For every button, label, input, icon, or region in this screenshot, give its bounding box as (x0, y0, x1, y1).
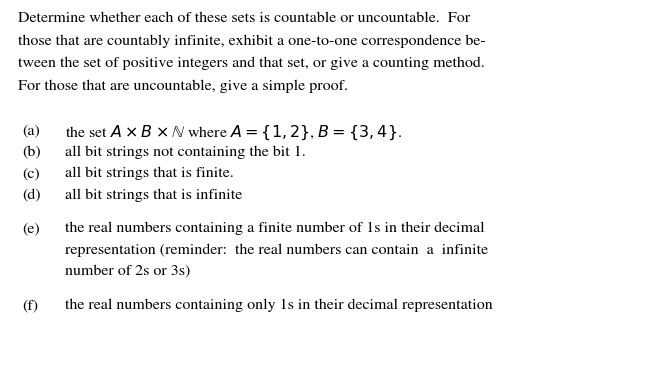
Text: (a): (a) (22, 124, 40, 137)
Text: Determine whether each of these sets is countable or uncountable.  For: Determine whether each of these sets is … (18, 12, 470, 25)
Text: For those that are uncountable, give a simple proof.: For those that are uncountable, give a s… (18, 79, 348, 93)
Text: (e): (e) (22, 222, 40, 236)
Text: (f): (f) (22, 298, 38, 312)
Text: all bit strings that is infinite: all bit strings that is infinite (65, 188, 242, 202)
Text: number of 2s or 3s): number of 2s or 3s) (65, 265, 190, 278)
Text: the set $A \times B \times \mathbb{N}$ where $A = \{1, 2\}$, $B = \{3, 4\}$.: the set $A \times B \times \mathbb{N}$ w… (65, 124, 402, 142)
Text: the real numbers containing only 1s in their decimal representation: the real numbers containing only 1s in t… (65, 298, 493, 312)
Text: all bit strings that is finite.: all bit strings that is finite. (65, 167, 234, 180)
Text: tween the set of positive integers and that set, or give a counting method.: tween the set of positive integers and t… (18, 57, 484, 70)
Text: those that are countably infinite, exhibit a one-to-one correspondence be-: those that are countably infinite, exhib… (18, 35, 486, 48)
Text: the real numbers containing a finite number of 1s in their decimal: the real numbers containing a finite num… (65, 222, 484, 236)
Text: all bit strings not containing the bit 1.: all bit strings not containing the bit 1… (65, 145, 306, 159)
Text: (b): (b) (22, 145, 41, 159)
Text: (d): (d) (22, 188, 41, 202)
Text: representation (reminder:  the real numbers can contain  a  infinite: representation (reminder: the real numbe… (65, 244, 488, 257)
Text: (c): (c) (22, 167, 40, 180)
